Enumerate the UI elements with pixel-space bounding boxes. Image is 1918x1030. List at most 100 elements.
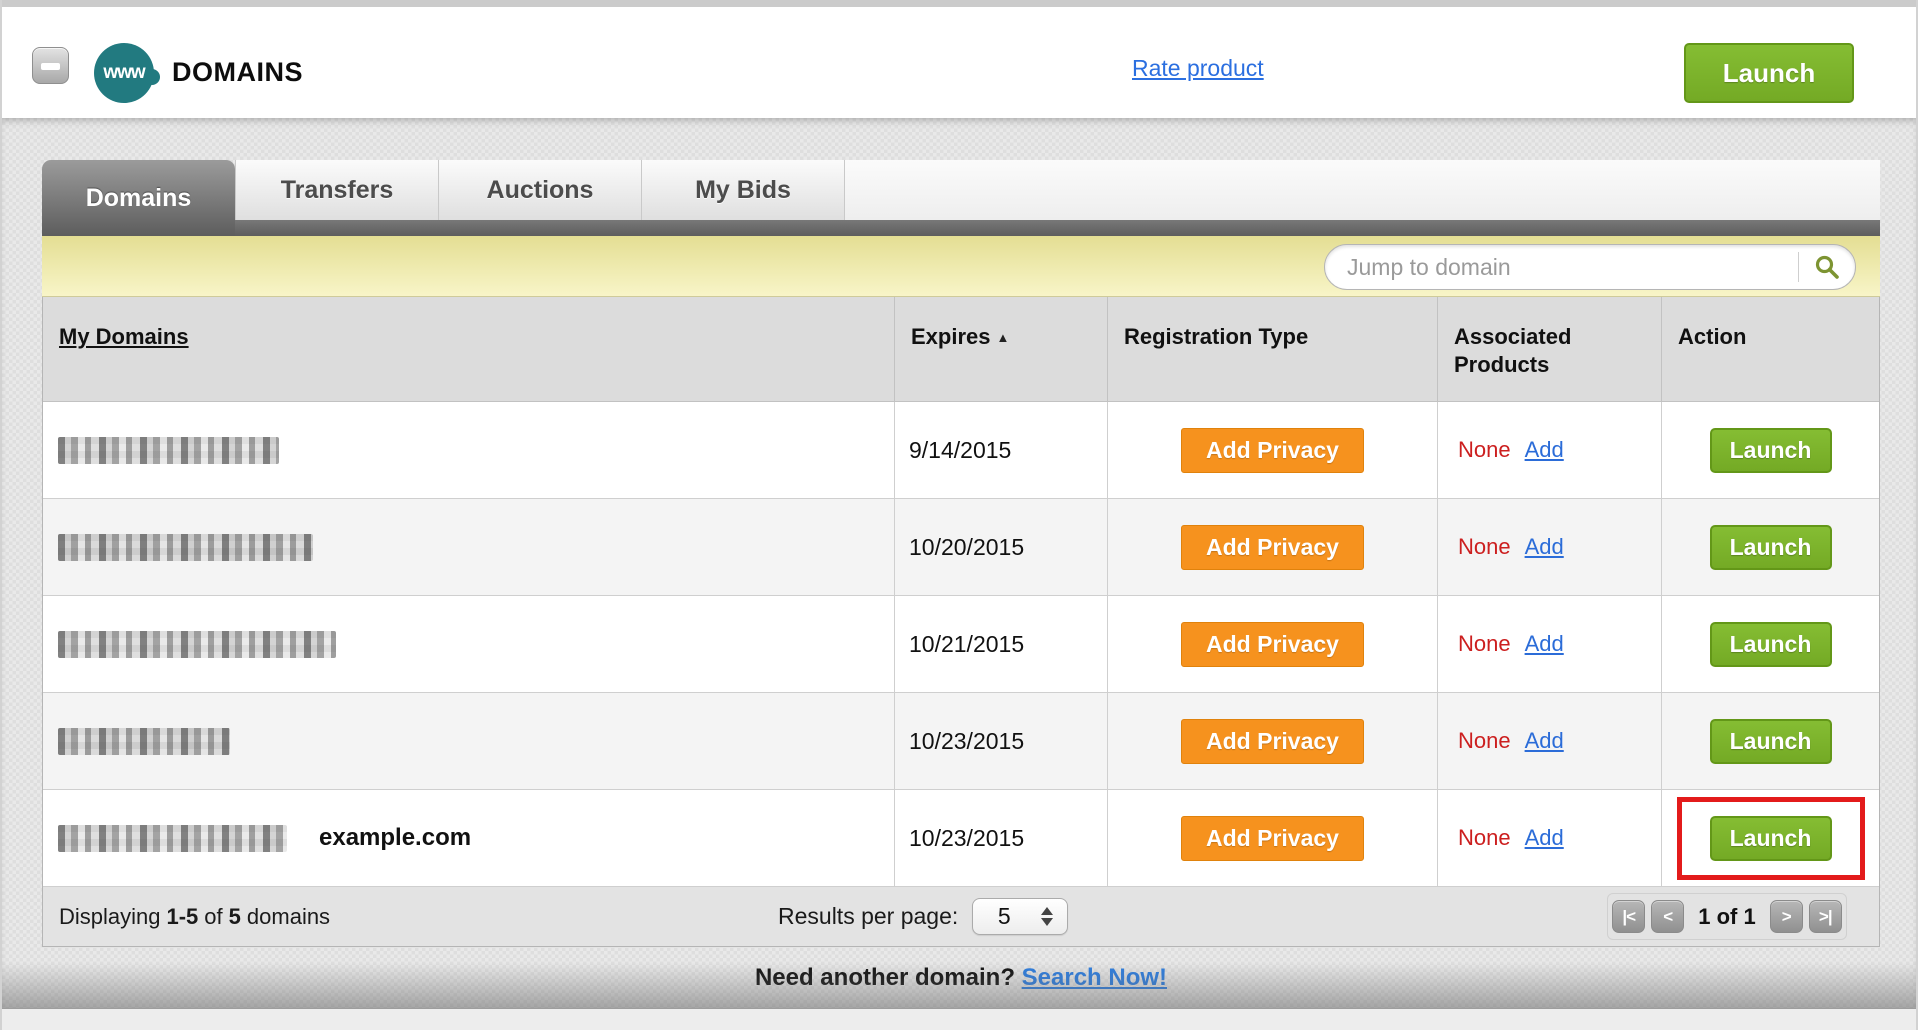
displaying-total: 5 bbox=[228, 903, 241, 929]
registration-cell: Add Privacy bbox=[1107, 402, 1437, 498]
expires-cell: 10/21/2015 bbox=[894, 596, 1107, 692]
domain-cell bbox=[43, 596, 894, 692]
associated-cell: None Add bbox=[1437, 596, 1661, 692]
results-per-page-value: 5 bbox=[997, 903, 1011, 929]
displaying-range: 1-5 bbox=[166, 903, 199, 929]
column-header-registration-type: Registration Type bbox=[1107, 297, 1437, 401]
associated-add-link[interactable]: Add bbox=[1524, 825, 1564, 850]
row-launch-button-highlighted[interactable]: Launch bbox=[1709, 815, 1832, 861]
action-cell: Launch bbox=[1661, 790, 1879, 886]
www-logo-icon: www bbox=[94, 43, 160, 103]
row-launch-button[interactable]: Launch bbox=[1709, 718, 1832, 764]
row-launch-button[interactable]: Launch bbox=[1709, 524, 1832, 570]
column-header-my-domains[interactable]: My Domains bbox=[59, 324, 189, 349]
table-header-row: My Domains Expires ▲ Registration Type As… bbox=[43, 297, 1879, 402]
redacted-domain-name bbox=[58, 436, 279, 464]
tab-strip: Domains Transfers Auctions My Bids bbox=[42, 160, 1880, 236]
associated-cell: None Add bbox=[1437, 693, 1661, 789]
header-launch-button[interactable]: Launch bbox=[1684, 43, 1854, 103]
domain-cell bbox=[43, 693, 894, 789]
pagination-next-button[interactable]: > bbox=[1769, 900, 1803, 933]
page-count-label: 1 of 1 bbox=[1698, 903, 1756, 929]
tab-auctions[interactable]: Auctions bbox=[438, 160, 641, 220]
results-per-page-select[interactable]: 5 bbox=[972, 898, 1069, 935]
redacted-domain-name bbox=[58, 630, 336, 658]
add-privacy-button[interactable]: Add Privacy bbox=[1181, 718, 1364, 764]
action-cell: Launch bbox=[1661, 693, 1879, 789]
expires-cell: 10/20/2015 bbox=[894, 499, 1107, 595]
expires-cell: 9/14/2015 bbox=[894, 402, 1107, 498]
page-title: DOMAINS bbox=[172, 57, 303, 87]
pagination: |< < 1 of 1 > >| bbox=[1607, 893, 1847, 940]
add-privacy-button[interactable]: Add Privacy bbox=[1181, 427, 1364, 473]
expires-cell: 10/23/2015 bbox=[894, 790, 1107, 886]
table-row: 10/21/2015 Add Privacy None Add Launch bbox=[43, 596, 1879, 693]
associated-cell: None Add bbox=[1437, 499, 1661, 595]
table-row: 10/20/2015 Add Privacy None Add Launch bbox=[43, 499, 1879, 596]
redacted-domain-name bbox=[58, 727, 230, 755]
stepper-arrows-icon bbox=[1035, 907, 1059, 926]
associated-none-label: None bbox=[1458, 534, 1511, 559]
table-row: 10/23/2015 Add Privacy None Add Launch bbox=[43, 693, 1879, 790]
registration-cell: Add Privacy bbox=[1107, 790, 1437, 886]
associated-none-label: None bbox=[1458, 825, 1511, 850]
tab-transfers[interactable]: Transfers bbox=[235, 160, 438, 220]
tab-strip-filler bbox=[844, 160, 1880, 220]
column-header-expires[interactable]: Expires ▲ bbox=[894, 297, 1107, 401]
table-footer: Displaying 1-5 of 5 domains Results per … bbox=[43, 887, 1879, 946]
sort-ascending-icon: ▲ bbox=[996, 330, 1010, 345]
domains-table-panel: My Domains Expires ▲ Registration Type As… bbox=[42, 297, 1880, 947]
associated-none-label: None bbox=[1458, 631, 1511, 656]
window-top-edge bbox=[2, 0, 1916, 7]
domain-cell bbox=[43, 499, 894, 595]
redacted-domain-name bbox=[58, 824, 287, 852]
registration-cell: Add Privacy bbox=[1107, 693, 1437, 789]
add-privacy-button[interactable]: Add Privacy bbox=[1181, 621, 1364, 667]
action-cell: Launch bbox=[1661, 596, 1879, 692]
example-domain-label: example.com bbox=[319, 824, 472, 851]
pagination-first-button[interactable]: |< bbox=[1612, 900, 1646, 933]
action-cell: Launch bbox=[1661, 402, 1879, 498]
action-cell: Launch bbox=[1661, 499, 1879, 595]
tab-my-bids[interactable]: My Bids bbox=[641, 160, 844, 220]
app-header: www DOMAINS Rate product Launch bbox=[2, 7, 1916, 118]
www-logo-text: www bbox=[103, 62, 145, 83]
displaying-status: Displaying 1-5 of 5 domains bbox=[59, 903, 331, 929]
results-per-page-label: Results per page: bbox=[778, 903, 959, 929]
results-per-page: Results per page: 5 bbox=[778, 898, 1069, 935]
associated-add-link[interactable]: Add bbox=[1524, 534, 1564, 559]
pagination-last-button[interactable]: >| bbox=[1808, 900, 1842, 933]
domain-cell: example.com bbox=[43, 790, 894, 886]
search-band bbox=[42, 236, 1880, 297]
collapse-button[interactable] bbox=[32, 47, 69, 84]
associated-add-link[interactable]: Add bbox=[1524, 631, 1564, 656]
work-area-background: Domains Transfers Auctions My Bids bbox=[2, 118, 1916, 1030]
column-header-action: Action bbox=[1661, 297, 1879, 401]
search-icon bbox=[1815, 255, 1839, 279]
row-launch-button[interactable]: Launch bbox=[1709, 427, 1832, 473]
search-button[interactable] bbox=[1799, 245, 1855, 289]
tab-domains[interactable]: Domains bbox=[42, 160, 235, 236]
add-privacy-button[interactable]: Add Privacy bbox=[1181, 815, 1364, 861]
associated-cell: None Add bbox=[1437, 402, 1661, 498]
column-header-associated-products: Associated Products bbox=[1437, 297, 1661, 401]
pagination-prev-button[interactable]: < bbox=[1651, 900, 1685, 933]
add-privacy-button[interactable]: Add Privacy bbox=[1181, 524, 1364, 570]
window-bottom-edge bbox=[2, 1008, 1916, 1030]
jump-to-domain-input[interactable] bbox=[1325, 253, 1798, 281]
table-row: 9/14/2015 Add Privacy None Add Launch bbox=[43, 402, 1879, 499]
associated-add-link[interactable]: Add bbox=[1524, 437, 1564, 462]
domain-cell bbox=[43, 402, 894, 498]
jump-to-domain-field bbox=[1324, 244, 1856, 290]
row-launch-button[interactable]: Launch bbox=[1709, 621, 1832, 667]
associated-add-link[interactable]: Add bbox=[1524, 728, 1564, 753]
bottom-fade bbox=[2, 962, 1916, 1008]
expires-cell: 10/23/2015 bbox=[894, 693, 1107, 789]
red-highlight-box: Launch bbox=[1676, 796, 1865, 880]
associated-cell: None Add bbox=[1437, 790, 1661, 886]
search-divider bbox=[1798, 252, 1799, 282]
rate-product-link[interactable]: Rate product bbox=[1132, 55, 1264, 81]
tab-underbar bbox=[42, 220, 1880, 236]
redacted-domain-name bbox=[58, 533, 313, 561]
